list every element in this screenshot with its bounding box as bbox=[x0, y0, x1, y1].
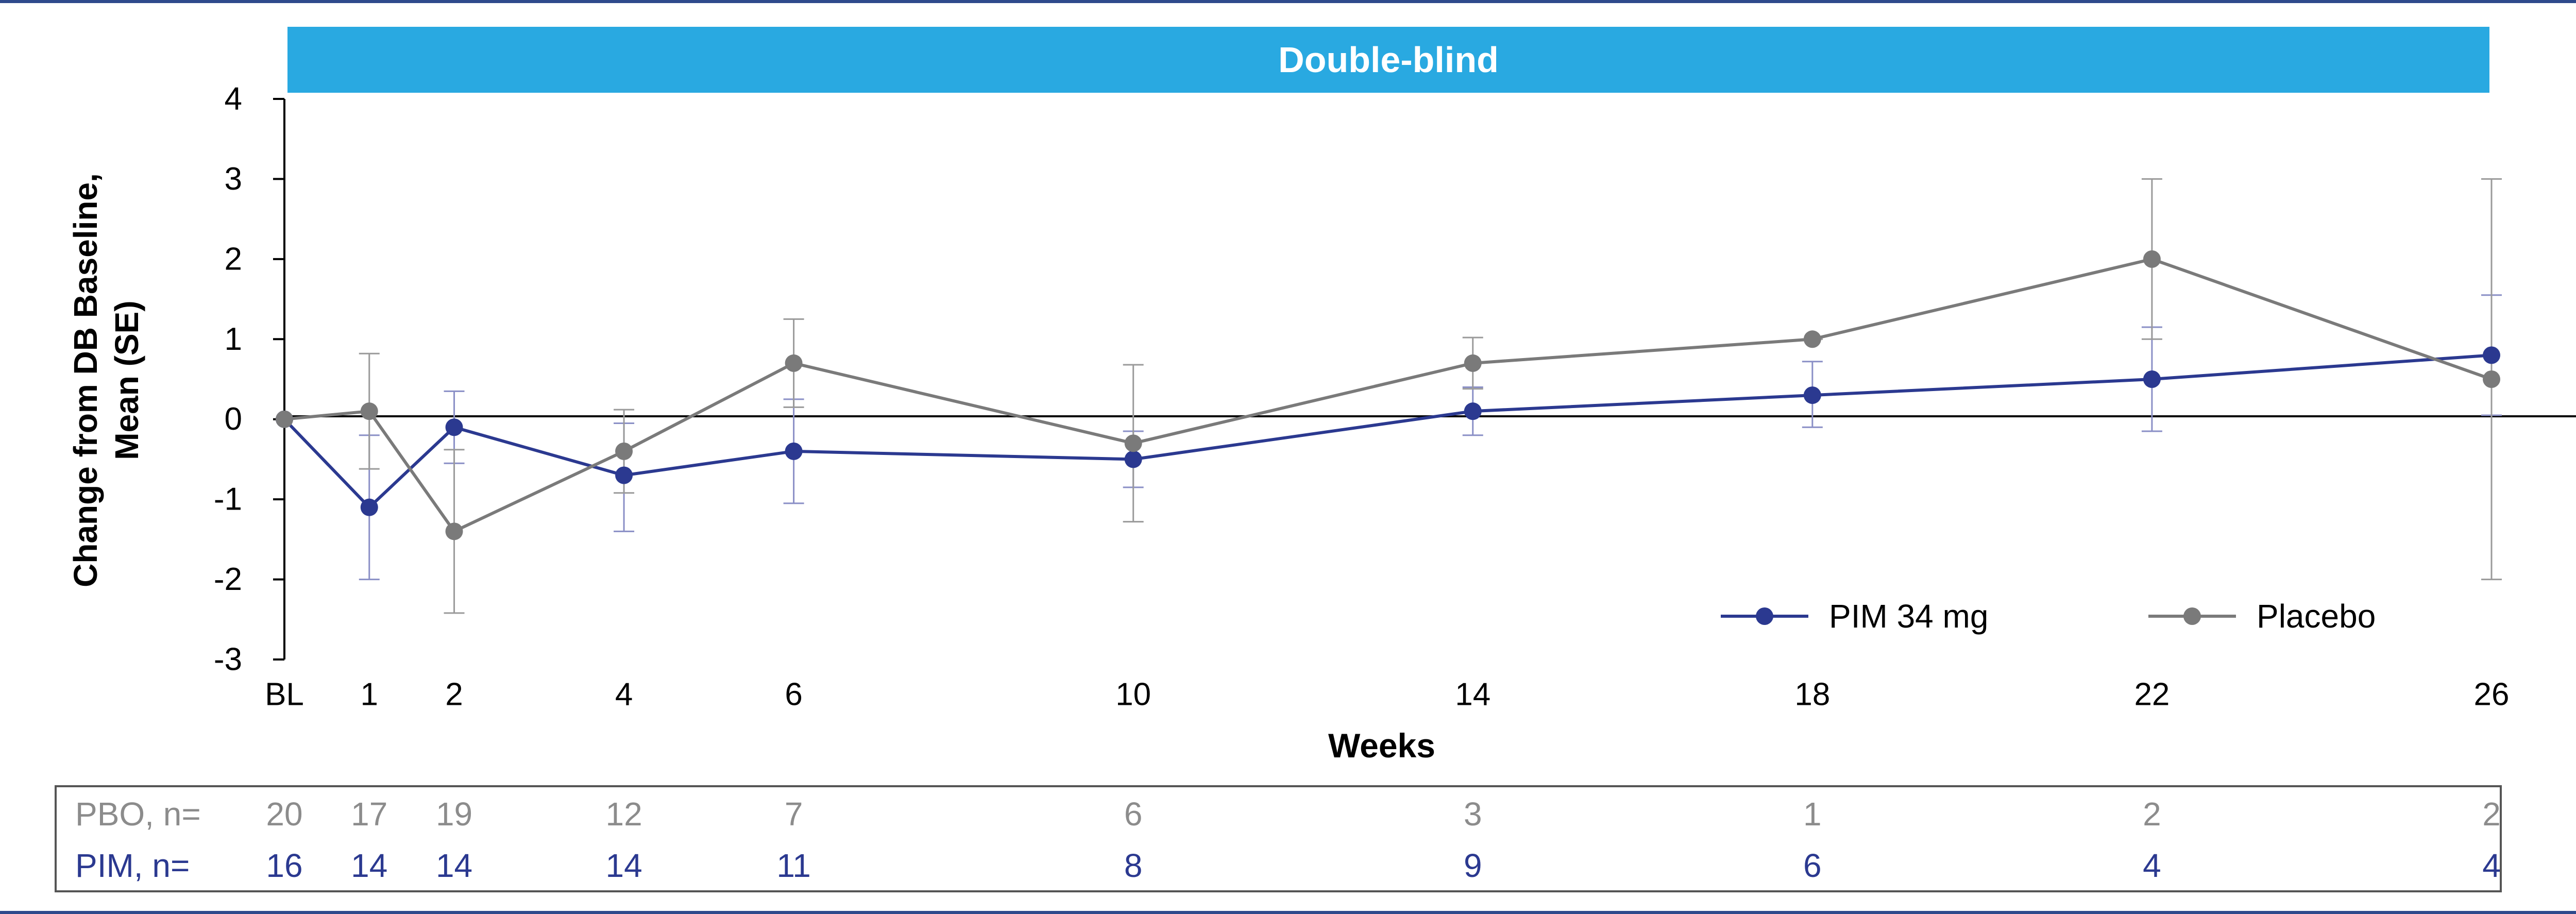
n-table-row: PIM, n= 16 14 14 14 11 8 9 6 4 4 bbox=[75, 847, 2501, 884]
placebo-data-point bbox=[785, 354, 803, 372]
n-table-cell: 12 bbox=[605, 795, 642, 833]
legend-item-placebo: Placebo bbox=[2148, 598, 2376, 635]
placebo-data-point bbox=[360, 402, 378, 420]
y-axis-title-line-1: Change from DB Baseline, bbox=[67, 173, 104, 587]
n-table-box bbox=[55, 785, 2502, 892]
n-table-row-label: PBO, n= bbox=[75, 795, 201, 833]
pim-data-point bbox=[2483, 346, 2500, 364]
x-tick-label: 18 bbox=[1794, 677, 1830, 713]
placebo-data-point bbox=[1803, 330, 1821, 348]
n-table-cell: 20 bbox=[266, 795, 302, 833]
y-axis-title-line-2: Mean (SE) bbox=[108, 300, 145, 460]
n-table-cell: 16 bbox=[266, 847, 302, 884]
placebo-data-point bbox=[276, 410, 293, 428]
pim-data-point bbox=[1464, 402, 1482, 420]
x-tick-label: 2 bbox=[445, 677, 463, 713]
double-blind-banner bbox=[287, 27, 2489, 93]
legend-label: PIM 34 mg bbox=[1829, 598, 1988, 635]
n-table-cell: 2 bbox=[2482, 795, 2501, 833]
n-table-row-label: PIM, n= bbox=[75, 847, 190, 884]
legend-swatch-marker bbox=[1756, 607, 1773, 625]
y-ticks bbox=[273, 98, 284, 661]
n-table-cell: 9 bbox=[1464, 847, 1482, 884]
x-tick-label: 10 bbox=[1115, 677, 1151, 713]
pim-data-point bbox=[785, 442, 803, 460]
n-table-cell: 19 bbox=[436, 795, 472, 833]
banner-label: Double-blind bbox=[1278, 40, 1499, 80]
n-table-cell: 11 bbox=[776, 847, 810, 884]
legend-item-pim: PIM 34 mg bbox=[1721, 598, 1988, 635]
n-table-row: PBO, n= 20 17 19 12 7 6 3 1 2 2 bbox=[75, 795, 2501, 833]
pim-data-point bbox=[360, 498, 378, 516]
pim-data-point bbox=[1803, 386, 1821, 404]
y-tick-label: 0 bbox=[225, 401, 242, 437]
pim-data-point bbox=[2143, 370, 2161, 388]
pim-data-point bbox=[615, 466, 633, 484]
y-tick-label: -2 bbox=[214, 562, 242, 597]
n-table-cell: 6 bbox=[1124, 795, 1143, 833]
n-table-cell: 1 bbox=[1803, 795, 1822, 833]
n-table-cell: 3 bbox=[1464, 795, 1482, 833]
placebo-data-point bbox=[615, 442, 633, 460]
legend-label: Placebo bbox=[2257, 598, 2376, 635]
pim-series-line bbox=[283, 353, 2492, 510]
y-tick-label: 2 bbox=[225, 241, 242, 277]
n-table-cell: 7 bbox=[785, 795, 803, 833]
n-table-cell: 4 bbox=[2482, 847, 2501, 884]
y-tick-label: -3 bbox=[214, 642, 242, 678]
n-table-cell: 17 bbox=[351, 795, 387, 833]
series-lines bbox=[283, 257, 2493, 534]
x-tick-label: BL bbox=[265, 677, 304, 713]
x-tick-label: 14 bbox=[1455, 677, 1490, 713]
x-tick-labels: BL 1 2 4 6 10 14 18 22 26 bbox=[265, 677, 2509, 713]
n-table-cell: 6 bbox=[1803, 847, 1822, 884]
x-tick-label: 26 bbox=[2474, 677, 2510, 713]
placebo-data-point bbox=[1124, 434, 1142, 452]
x-tick-label: 1 bbox=[361, 677, 378, 713]
x-tick-label: 6 bbox=[785, 677, 802, 713]
y-tick-label: -1 bbox=[214, 482, 242, 517]
legend-swatch-marker bbox=[2183, 607, 2201, 625]
placebo-data-point bbox=[2483, 370, 2500, 388]
x-tick-label: 4 bbox=[615, 677, 633, 713]
n-table-cell: 14 bbox=[351, 847, 387, 884]
placebo-series-line bbox=[284, 257, 2493, 534]
series-points bbox=[276, 250, 2500, 540]
placebo-data-point bbox=[445, 522, 463, 540]
placebo-data-point bbox=[1464, 354, 1482, 372]
n-table-cell: 8 bbox=[1124, 847, 1143, 884]
pim-data-point bbox=[1124, 450, 1142, 468]
n-table-cell: 14 bbox=[605, 847, 642, 884]
y-tick-label: 1 bbox=[225, 321, 242, 357]
x-tick-label: 22 bbox=[2134, 677, 2170, 713]
y-tick-labels: 4 3 2 1 0 -1 -2 -3 bbox=[214, 81, 242, 678]
n-table-cell: 14 bbox=[436, 847, 472, 884]
y-tick-label: 3 bbox=[225, 161, 242, 197]
error-bars bbox=[359, 178, 2502, 614]
n-table-cell: 4 bbox=[2143, 847, 2161, 884]
placebo-data-point bbox=[2143, 250, 2161, 268]
legend: PIM 34 mg Placebo bbox=[1721, 598, 2376, 635]
n-table-cell: 2 bbox=[2143, 795, 2161, 833]
pim-data-point bbox=[445, 418, 463, 436]
x-axis-title: Weeks bbox=[1328, 726, 1435, 765]
y-tick-label: 4 bbox=[225, 81, 242, 117]
